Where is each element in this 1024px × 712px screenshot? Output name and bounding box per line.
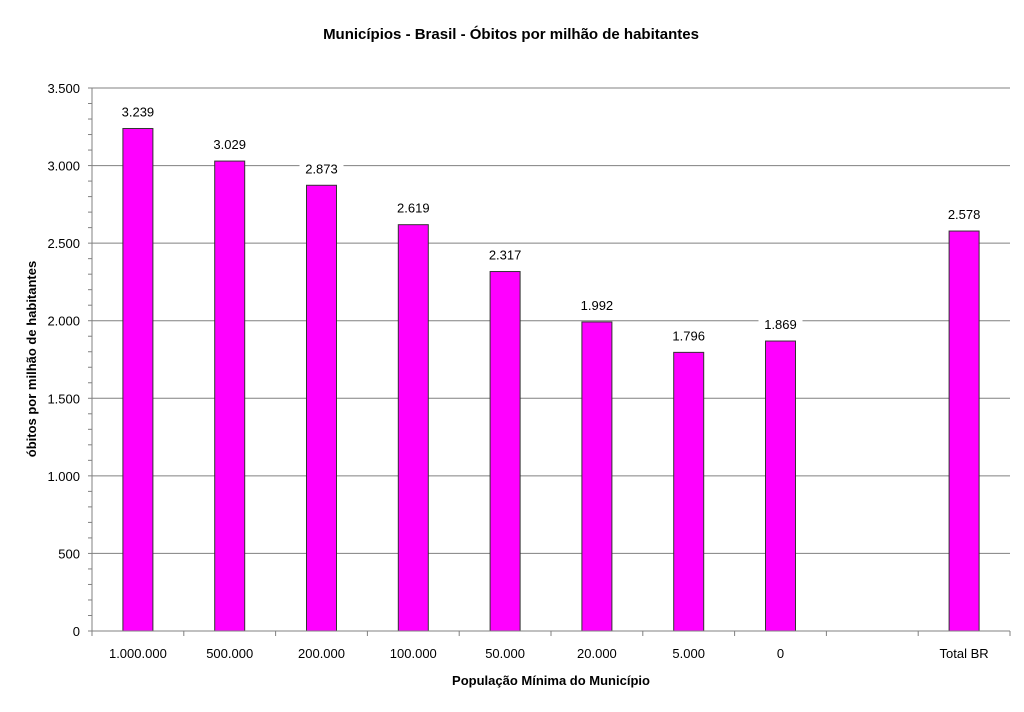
axes: 0 500 1.000 1.500 2.000 2.500 3.000 3.500 1.000.… — [47, 81, 1011, 661]
x-tick-label: 5.000 — [672, 646, 705, 661]
x-tick-label: 1.000.000 — [109, 646, 167, 661]
y-tick-label: 2.500 — [47, 236, 80, 251]
bar — [673, 351, 705, 632]
bar — [122, 127, 154, 632]
x-tick-label: 20.000 — [577, 646, 617, 661]
data-label: 2.873 — [305, 161, 338, 176]
data-label: 3.239 — [122, 104, 155, 119]
bar — [489, 271, 521, 632]
data-label-background — [942, 204, 987, 224]
data-label-background — [207, 134, 252, 154]
x-tick-label: 0 — [777, 646, 784, 661]
data-label-background — [574, 294, 619, 314]
data-label-background — [483, 244, 528, 264]
bar — [306, 184, 337, 632]
data-label: 1.992 — [581, 298, 614, 313]
x-axis-label: População Mínima do Município — [452, 673, 650, 688]
data-label-background — [666, 325, 711, 345]
bar — [581, 321, 613, 632]
bar — [397, 224, 429, 632]
bar — [214, 160, 246, 632]
data-label: 1.869 — [764, 317, 797, 332]
x-tick-label: 100.000 — [390, 646, 437, 661]
x-tick-label: 500.000 — [206, 646, 253, 661]
x-tick-label: Total BR — [940, 646, 989, 661]
data-label-background — [115, 101, 160, 121]
data-label-background — [758, 314, 803, 334]
data-label-background — [299, 158, 344, 178]
bars — [122, 127, 980, 632]
y-tick-label: 0 — [73, 624, 80, 639]
data-label: 1.796 — [672, 328, 705, 343]
x-tick-label: 50.000 — [485, 646, 525, 661]
bar — [948, 230, 980, 632]
chart-title: Municípios - Brasil - Óbitos por milhão … — [323, 25, 699, 43]
y-tick-label: 1.000 — [47, 469, 80, 484]
y-tick-label: 3.500 — [47, 81, 80, 96]
data-label: 2.317 — [489, 248, 522, 263]
y-tick-label: 500 — [58, 546, 80, 561]
y-tick-label: 2.000 — [47, 314, 80, 329]
data-label: 2.619 — [397, 201, 430, 216]
data-label: 2.578 — [948, 207, 981, 222]
data-label-background — [391, 197, 436, 217]
data-label: 3.029 — [213, 137, 246, 152]
x-tick-label: 200.000 — [298, 646, 345, 661]
y-tick-label: 1.500 — [47, 391, 80, 406]
data-labels: 3.239 3.029 2.873 2.619 2.317 1.992 1.796 1.869… — [115, 101, 987, 345]
y-tick-label: 3.000 — [47, 159, 80, 174]
y-axis-label: óbitos por milhão de habitantes — [24, 261, 39, 457]
bar — [765, 340, 796, 632]
